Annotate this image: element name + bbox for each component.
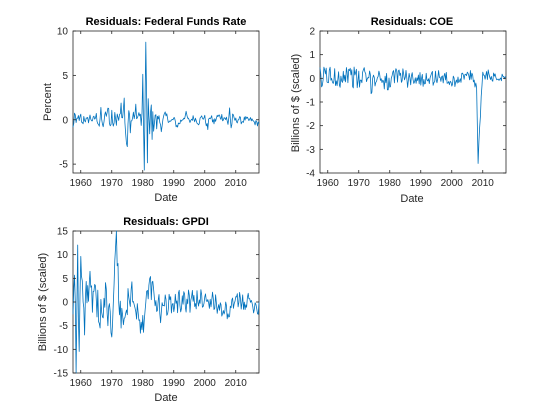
y-tick-label: -10 bbox=[54, 345, 69, 356]
x-tick-label: 1960 bbox=[70, 378, 93, 389]
x-tick-label: 1990 bbox=[163, 378, 186, 389]
y-axis-label: Billions of $ (scaled) bbox=[290, 54, 302, 152]
y-tick-label: 5 bbox=[62, 71, 68, 82]
y-tick-label: 2 bbox=[309, 27, 315, 38]
y-tick-label: -4 bbox=[306, 169, 315, 180]
axes-coe: Residuals: COE Date Billions of $ (scale… bbox=[290, 16, 507, 205]
x-tick-label: 2000 bbox=[194, 378, 217, 389]
axes-gpdi: Residuals: GPDI Date Billions of $ (scal… bbox=[37, 216, 260, 404]
x-tick-label: 1970 bbox=[101, 378, 124, 389]
x-tick-label: 1960 bbox=[317, 178, 340, 189]
chart-title: Residuals: Federal Funds Rate bbox=[86, 16, 247, 28]
x-tick-label: 1970 bbox=[101, 178, 124, 189]
x-tick-label: 2010 bbox=[472, 178, 495, 189]
y-tick-label: 0 bbox=[62, 298, 68, 309]
x-tick-label: 1970 bbox=[348, 178, 371, 189]
x-tick-label: 1980 bbox=[132, 178, 155, 189]
series-line bbox=[72, 41, 260, 171]
x-tick-label: 1960 bbox=[70, 178, 93, 189]
y-tick-label: 5 bbox=[62, 274, 68, 285]
chart-title: Residuals: GPDI bbox=[123, 216, 209, 228]
y-axis-label: Percent bbox=[42, 83, 54, 121]
y-tick-label: 10 bbox=[57, 27, 69, 38]
axes-federal-funds-rate: Residuals: Federal Funds Rate Date Perce… bbox=[42, 16, 260, 204]
x-tick-label: 1990 bbox=[163, 178, 186, 189]
x-axis-label: Date bbox=[154, 192, 177, 204]
x-tick-label: 1980 bbox=[379, 178, 402, 189]
y-tick-label: -2 bbox=[306, 121, 315, 132]
y-tick-label: -15 bbox=[54, 369, 69, 380]
y-tick-label: -5 bbox=[59, 321, 68, 332]
x-axis-label: Date bbox=[154, 392, 177, 404]
y-tick-label: -3 bbox=[306, 145, 315, 156]
chart-title: Residuals: COE bbox=[371, 16, 454, 28]
x-axis-label: Date bbox=[400, 193, 423, 205]
y-tick-label: 10 bbox=[57, 250, 69, 261]
x-tick-label: 1980 bbox=[132, 378, 155, 389]
y-tick-label: -5 bbox=[59, 160, 68, 171]
plot-area bbox=[72, 30, 260, 174]
series-line bbox=[319, 66, 507, 164]
series-line bbox=[72, 230, 260, 374]
y-tick-label: 0 bbox=[309, 74, 315, 85]
x-tick-label: 2010 bbox=[225, 378, 248, 389]
y-tick-label: -1 bbox=[306, 98, 315, 109]
y-axis-label: Billions of $ (scaled) bbox=[37, 253, 49, 351]
y-tick-label: 0 bbox=[62, 115, 68, 126]
y-tick-label: 15 bbox=[57, 227, 69, 238]
x-tick-label: 2000 bbox=[194, 178, 217, 189]
x-tick-label: 2010 bbox=[225, 178, 248, 189]
x-tick-label: 1990 bbox=[410, 178, 433, 189]
y-tick-label: 1 bbox=[309, 50, 315, 61]
x-tick-label: 2000 bbox=[441, 178, 464, 189]
